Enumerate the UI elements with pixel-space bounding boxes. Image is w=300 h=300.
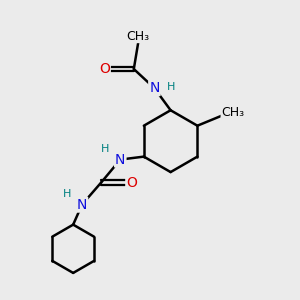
Text: N: N — [115, 153, 125, 166]
Text: O: O — [99, 62, 110, 76]
Text: H: H — [63, 189, 71, 199]
Text: N: N — [149, 81, 160, 95]
Text: H: H — [167, 82, 175, 92]
Text: O: O — [126, 176, 137, 190]
Text: CH₃: CH₃ — [221, 106, 244, 119]
Text: N: N — [77, 198, 87, 212]
Text: CH₃: CH₃ — [127, 29, 150, 43]
Text: H: H — [101, 144, 110, 154]
